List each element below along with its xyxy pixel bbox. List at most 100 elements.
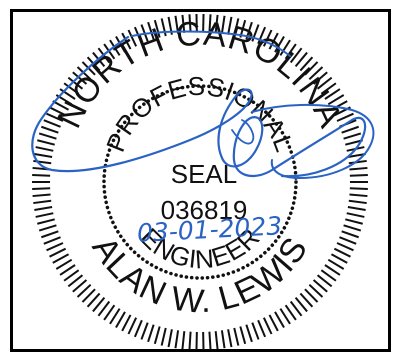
- seal-tick: [279, 308, 291, 325]
- seal-tick: [333, 247, 351, 258]
- seal-tick: [268, 314, 279, 332]
- seal-tick: [330, 100, 348, 111]
- seal-tick: [279, 39, 291, 56]
- seal-tick: [214, 331, 219, 350]
- seal-tick: [86, 292, 101, 308]
- seal-tick: [341, 125, 359, 134]
- seal-tick: [49, 106, 67, 117]
- seal-tick: [349, 173, 368, 177]
- seal-tick: [63, 269, 80, 282]
- seal-tick: [181, 14, 186, 33]
- seal-tick: [72, 279, 88, 293]
- seal-tick: [97, 300, 111, 317]
- seal-tick: [140, 322, 149, 340]
- seal-tick: [46, 112, 64, 122]
- seal-tick: [32, 173, 51, 177]
- seal-tick: [320, 82, 337, 95]
- seal-tick: [208, 331, 212, 350]
- seal-tick: [274, 36, 285, 53]
- seal-tick: [316, 76, 333, 90]
- outer-tick-ring: [32, 14, 368, 350]
- seal-tick: [308, 66, 324, 81]
- seal-tick: [343, 132, 362, 140]
- seal-tick: [320, 269, 337, 282]
- seal-tick: [233, 18, 240, 37]
- seal-tick: [346, 212, 365, 218]
- license-number: 036819: [161, 195, 248, 225]
- seal-tick: [181, 331, 186, 350]
- seal-tick: [32, 187, 51, 191]
- seal-frame: [10, 9, 391, 352]
- seal-tick: [341, 230, 359, 239]
- seal-tick: [289, 47, 303, 64]
- seal-tick: [43, 119, 61, 128]
- seal-inner-arc-text: PROFESSIONAL: [100, 71, 300, 156]
- seal-tick: [336, 112, 354, 122]
- seal-tick: [67, 274, 84, 288]
- seal-tick: [153, 19, 161, 38]
- seal-tick: [38, 224, 57, 232]
- seal-tick: [339, 236, 357, 245]
- seal-tick: [299, 56, 314, 72]
- seal-tick: [304, 288, 319, 303]
- seal-tick: [324, 88, 341, 100]
- seal-tick: [348, 199, 367, 205]
- seal-tick: [262, 317, 273, 335]
- seal-tick: [103, 304, 116, 321]
- seal-tick: [52, 100, 70, 111]
- seal-tick: [188, 14, 192, 33]
- seal-tick: [35, 212, 54, 218]
- seal-tick: [312, 71, 328, 85]
- seal-tick: [115, 36, 126, 53]
- seal-tick: [37, 218, 55, 225]
- seal-tick: [239, 326, 247, 345]
- seal-tick: [133, 319, 143, 338]
- seal-tick: [67, 76, 84, 90]
- seal-tick: [304, 61, 319, 76]
- seal-tick: [121, 32, 132, 50]
- seal-tick: [257, 319, 267, 338]
- seal-tick: [227, 16, 233, 35]
- seal-tick: [49, 247, 67, 258]
- seal-tick: [38, 132, 57, 140]
- seal-tick: [251, 322, 260, 340]
- seal-tick: [324, 264, 341, 276]
- seal-tick: [284, 304, 297, 321]
- inner-arc-textpath: PROFESSIONAL: [100, 71, 299, 156]
- seal-tick: [330, 253, 348, 264]
- seal-tick: [214, 14, 219, 33]
- seal-tick: [220, 15, 226, 34]
- seal-tick: [121, 314, 132, 332]
- seal-tick: [59, 264, 76, 276]
- seal-tick: [147, 324, 155, 343]
- seal-tick: [43, 236, 61, 245]
- seal-tick: [59, 88, 76, 100]
- seal-tick: [345, 218, 363, 225]
- seal-tick: [284, 43, 297, 60]
- seal-tick: [92, 296, 106, 313]
- seal-tick: [294, 296, 308, 313]
- seal-tick: [46, 242, 64, 252]
- seal-tick: [63, 82, 80, 95]
- seal-tick: [167, 329, 173, 348]
- seal-tick: [349, 187, 368, 191]
- seal-tick: [109, 308, 121, 325]
- seal-tick: [160, 327, 167, 346]
- seal-tick: [347, 206, 366, 212]
- seal-tick: [262, 29, 273, 47]
- seal-tick: [343, 224, 362, 232]
- seal-tick: [41, 125, 59, 134]
- seal-tick: [312, 279, 328, 293]
- seal-tick: [52, 253, 70, 264]
- seal-tick: [220, 330, 226, 349]
- seal-tick: [34, 152, 53, 158]
- seal-tick: [127, 317, 138, 335]
- seal-tick: [349, 166, 368, 171]
- seal-tick: [76, 283, 92, 298]
- seal-tick: [294, 51, 308, 68]
- seal-tick: [316, 274, 333, 288]
- seal-tick: [109, 39, 121, 56]
- seal-tick: [188, 331, 192, 350]
- seal-tick: [76, 66, 92, 81]
